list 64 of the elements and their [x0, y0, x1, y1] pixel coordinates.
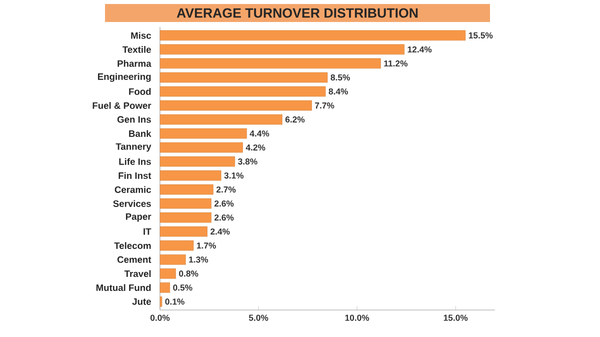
data-label: 0.1% — [165, 298, 184, 305]
bar — [160, 86, 326, 97]
bar — [160, 212, 212, 223]
y-tick-label: Paper — [126, 213, 152, 222]
y-tick-label: Mutual Fund — [96, 284, 151, 292]
bar — [160, 282, 170, 293]
x-tick-label: 5.0% — [248, 314, 268, 321]
y-tick-label: Pharma — [118, 60, 152, 67]
y-tick-label: Misc — [131, 32, 152, 39]
y-tick-label: Food — [129, 88, 151, 95]
y-tick-label: Ceramic — [114, 186, 152, 193]
data-label: 4.4% — [250, 130, 270, 137]
data-label: 1.7% — [196, 242, 216, 249]
x-tick-label: 10.0% — [345, 314, 370, 321]
bar — [160, 170, 222, 181]
y-tick-label: Cement — [117, 256, 152, 263]
y-tick-label: Textile — [122, 46, 151, 53]
bar — [160, 156, 236, 167]
bar — [160, 72, 328, 83]
bar — [160, 240, 194, 251]
y-tick-label: IT — [144, 228, 152, 235]
data-label: 0.8% — [179, 270, 198, 277]
bar — [160, 198, 212, 209]
bar — [160, 142, 243, 153]
y-tick-label: Telecom — [114, 242, 151, 249]
y-tick-label: Travel — [124, 270, 151, 277]
data-label: 2.4% — [210, 228, 230, 235]
bar — [160, 254, 186, 265]
data-label: 6.2% — [285, 116, 305, 123]
data-label: 3.8% — [238, 158, 258, 165]
y-tick-label: Services — [113, 200, 151, 207]
data-label: 15.5% — [468, 32, 493, 38]
data-label: 0.5% — [173, 284, 192, 291]
bar — [160, 128, 247, 139]
data-label: 3.1% — [224, 172, 244, 179]
data-label: 2.6% — [214, 200, 234, 207]
bar — [160, 100, 312, 111]
y-tick-label: Jute — [132, 298, 151, 305]
y-tick-label: Fuel & Power — [92, 102, 152, 109]
y-tick-label: Tannery — [116, 143, 152, 152]
y-tick-label: Bank — [129, 130, 152, 137]
data-label: 8.5% — [330, 74, 350, 81]
y-tick-label: Engineering — [98, 73, 151, 82]
data-label: 12.4% — [408, 46, 432, 52]
x-tick-label: 15.0% — [444, 314, 468, 321]
chart-title: AVERAGE TURNOVER DISTRIBUTION — [176, 8, 418, 18]
data-label: 2.6% — [214, 214, 234, 221]
data-label: 8.4% — [328, 88, 348, 95]
bar — [160, 44, 404, 55]
data-label: 7.7% — [315, 102, 334, 109]
y-tick-label: Gen Ins — [117, 116, 151, 123]
data-label: 4.2% — [246, 144, 266, 151]
y-tick-label: Life Ins — [119, 158, 151, 165]
bar — [160, 268, 176, 279]
bar — [160, 30, 466, 41]
bar — [160, 58, 381, 69]
y-tick-label: Fin Inst — [118, 172, 152, 179]
bar — [160, 114, 282, 125]
bar — [160, 226, 208, 237]
bar — [160, 184, 214, 195]
data-label: 2.7% — [216, 186, 236, 193]
x-tick-label: 0.0% — [150, 314, 170, 321]
data-label: 1.3% — [189, 256, 208, 263]
data-label: 11.2% — [384, 60, 408, 66]
